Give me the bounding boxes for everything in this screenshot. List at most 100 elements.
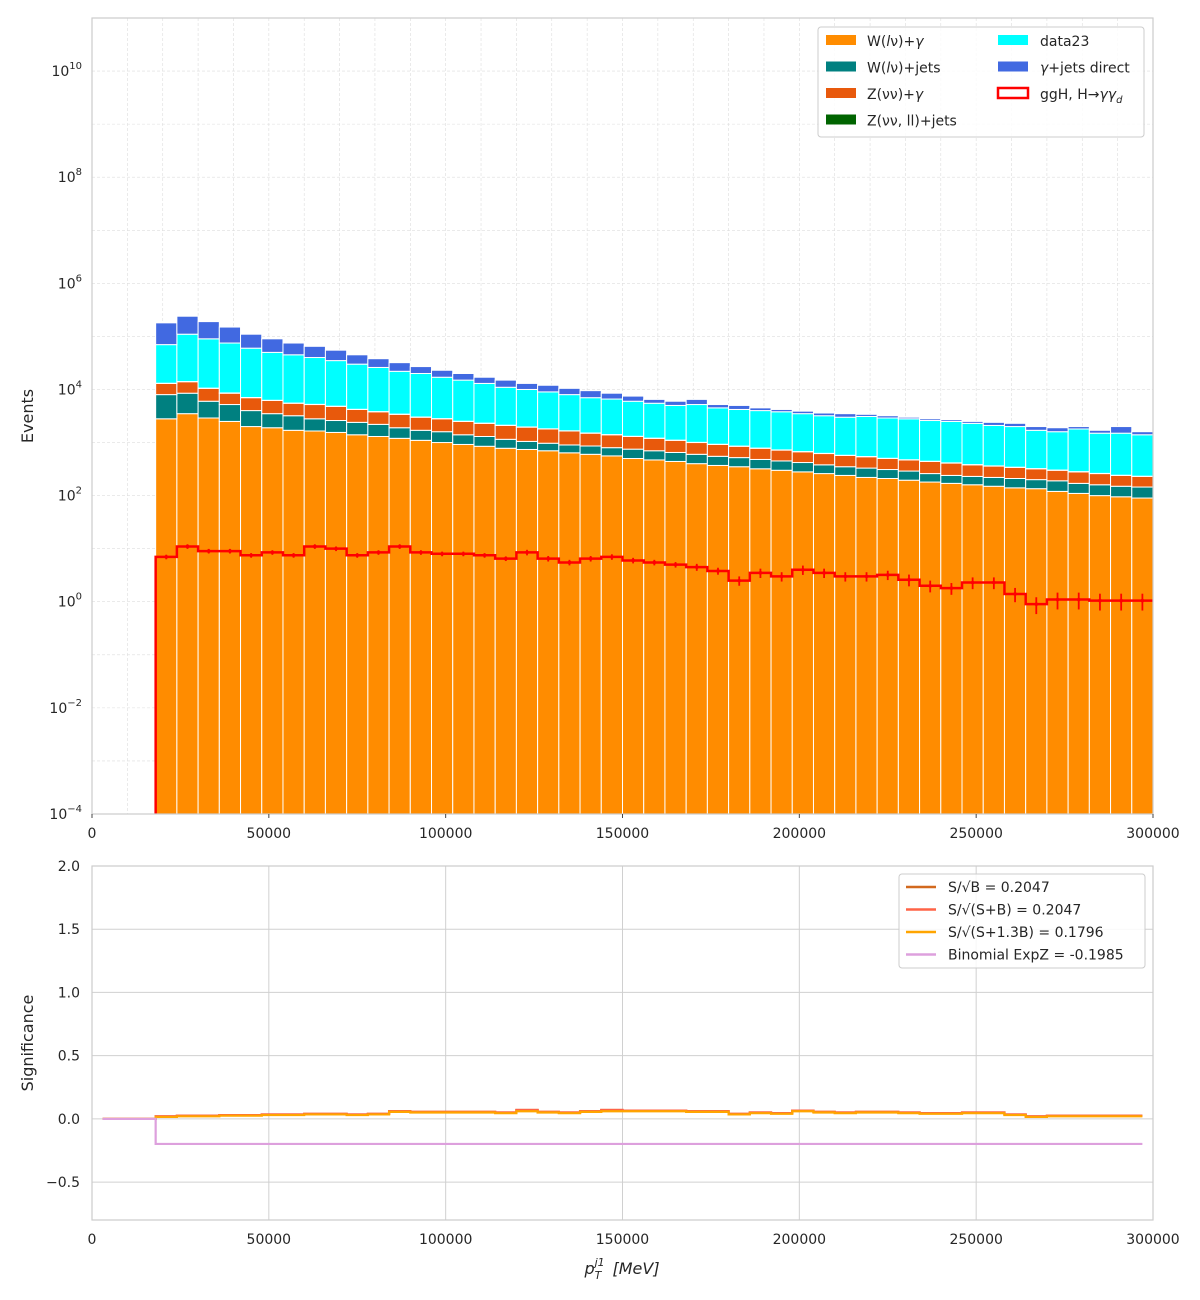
top-stacked-bars: [155, 315, 1154, 815]
bar: [409, 372, 433, 418]
signal-point: [334, 546, 338, 551]
bar: [622, 435, 645, 450]
bar: [600, 447, 624, 457]
bar: [1046, 431, 1069, 471]
signal-point: [864, 574, 869, 579]
bar: [664, 451, 687, 462]
bottom-axes-frame: [91, 865, 1154, 1221]
bar: [473, 376, 496, 384]
bar: [940, 462, 963, 476]
bar: [749, 468, 772, 815]
x-tick-label: 300000: [1126, 826, 1179, 842]
legend-entry: S/√B = 0.2047: [906, 880, 1050, 896]
bar: [155, 418, 178, 815]
legend-entry: Z(νν, ll)+jets: [826, 114, 957, 130]
signal-point: [822, 571, 826, 575]
signal-point: [843, 574, 848, 579]
bar: [240, 397, 263, 412]
bar: [919, 481, 942, 815]
bar: [791, 471, 814, 815]
bar: [240, 426, 263, 815]
bar: [706, 407, 730, 445]
significance-line-2: [102, 1110, 1143, 1120]
x-tick-label: 250000: [949, 1232, 1002, 1248]
bar: [876, 415, 899, 419]
bar: [1110, 432, 1133, 476]
signal-point: [1013, 592, 1017, 596]
bar: [770, 469, 793, 815]
bar: [897, 416, 921, 420]
legend-entry: data23: [998, 34, 1089, 50]
bar: [643, 450, 666, 461]
bar: [1131, 497, 1154, 815]
bar: [473, 445, 496, 815]
bar: [367, 423, 390, 437]
legend-entry: γ+jets direct: [998, 61, 1130, 77]
bar: [324, 420, 348, 433]
bar: [388, 437, 411, 815]
bar: [282, 354, 305, 404]
x-tick-label: 100000: [419, 826, 472, 842]
bar: [706, 464, 730, 815]
signal-point: [461, 552, 466, 556]
bar: [897, 418, 921, 461]
bar: [282, 415, 305, 431]
legend-swatch: [998, 61, 1028, 72]
bar: [579, 397, 602, 434]
legend-label: ggH, H→γγd: [1040, 87, 1123, 106]
signal-point: [567, 560, 572, 565]
bar: [537, 391, 560, 430]
bar: [388, 427, 411, 439]
bar: [600, 392, 624, 400]
bar: [961, 484, 984, 815]
bar: [919, 418, 942, 422]
legend-swatch: [996, 86, 1030, 100]
bar: [579, 445, 602, 455]
bar: [855, 413, 878, 417]
bar: [515, 426, 539, 442]
legend-label: data23: [1040, 34, 1089, 50]
bar: [431, 369, 454, 378]
bar: [367, 411, 390, 425]
bar: [812, 473, 836, 815]
signal-point: [249, 553, 253, 558]
bar: [324, 405, 348, 422]
bar: [515, 440, 539, 450]
signal-point: [376, 550, 381, 555]
x-tick-label: 50000: [247, 826, 292, 842]
signal-point: [970, 580, 975, 585]
legend-frame: [898, 873, 1146, 969]
bottom-y-tick-labels: −0.5 0.0 0.5 1.0 1.5 2.0: [46, 859, 80, 1191]
signal-point: [801, 567, 805, 572]
y-tick-label: 106: [58, 273, 82, 292]
signal-point: [949, 586, 954, 590]
bar: [664, 439, 687, 453]
bar: [706, 455, 730, 466]
bar: [1088, 495, 1112, 815]
bar: [1131, 434, 1154, 477]
bar: [537, 384, 560, 393]
signal-point: [992, 580, 996, 585]
bar: [537, 450, 560, 815]
y-tick-label: −0.5: [46, 1175, 80, 1191]
series-0-bars: [155, 413, 1154, 815]
bar: [1046, 427, 1069, 433]
bar: [155, 394, 178, 420]
bar: [919, 420, 942, 462]
bar: [282, 342, 305, 356]
y-tick-label: 102: [58, 486, 82, 505]
signal-point: [779, 574, 784, 579]
bar: [452, 379, 475, 422]
bar: [303, 404, 326, 420]
bar: [791, 451, 814, 464]
bar: [1025, 479, 1048, 490]
bar: [558, 452, 581, 815]
bar: [728, 466, 751, 815]
bar: [897, 470, 921, 481]
signal-point: [482, 553, 487, 558]
bar: [982, 476, 1005, 487]
bar: [876, 469, 899, 480]
signal-point: [546, 556, 551, 561]
bar: [876, 458, 899, 471]
bar: [855, 476, 878, 815]
